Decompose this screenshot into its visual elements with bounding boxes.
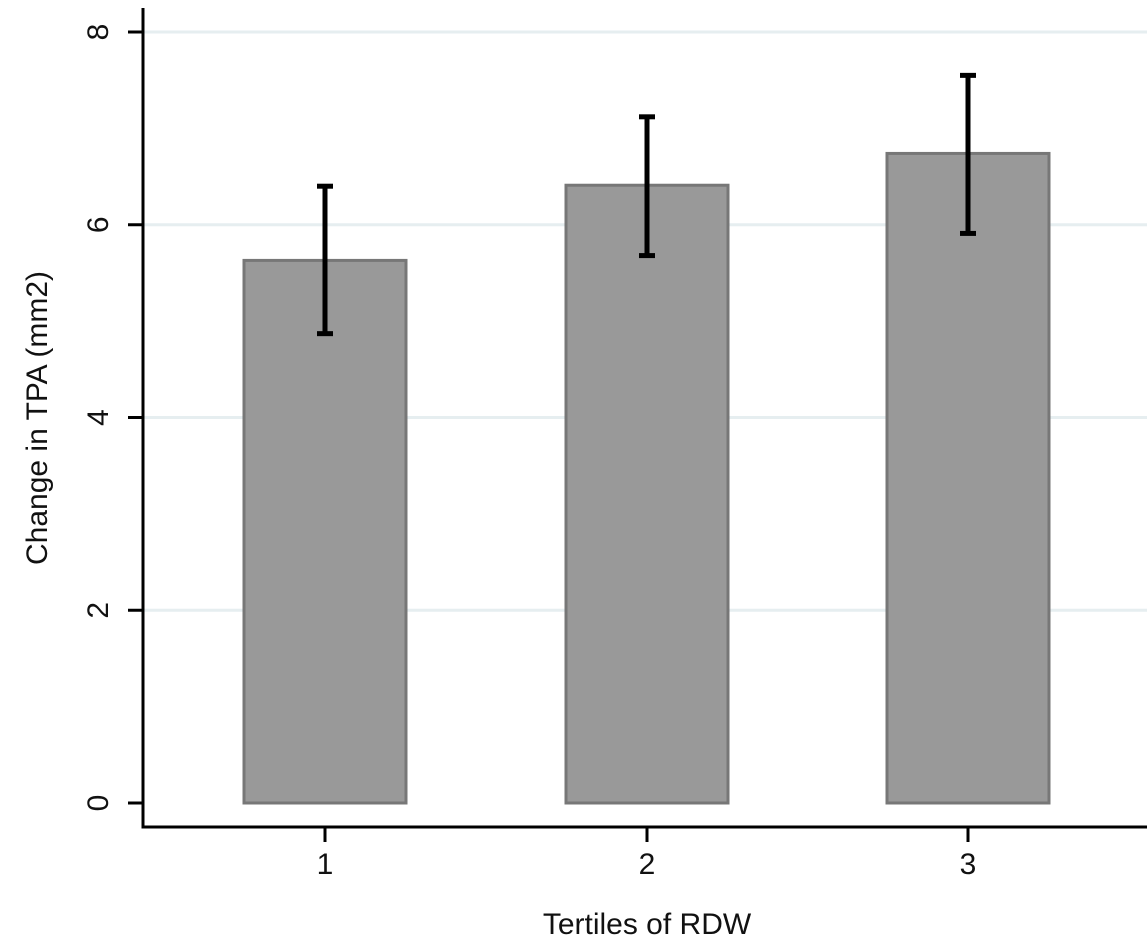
y-tick-label: 6 xyxy=(82,216,115,233)
error-bar-2 xyxy=(639,114,655,259)
error-bar-3 xyxy=(960,72,976,236)
y-tick-label: 4 xyxy=(82,409,115,426)
y-axis-title: Change in TPA (mm2) xyxy=(21,271,54,565)
bar-3 xyxy=(885,151,1051,805)
x-axis-title: Tertiles of RDW xyxy=(543,908,752,941)
y-tick-label: 0 xyxy=(82,795,115,812)
bar-1 xyxy=(242,258,408,805)
x-tick-label: 2 xyxy=(639,848,656,881)
y-tick-label: 2 xyxy=(82,602,115,619)
x-ticks: 1 2 3 xyxy=(317,827,977,881)
x-tick-label: 1 xyxy=(317,848,334,881)
bars xyxy=(242,151,1051,805)
y-tick-label: 8 xyxy=(82,24,115,41)
bar-2 xyxy=(564,183,730,805)
x-tick-label: 3 xyxy=(960,848,977,881)
y-ticks: 0 2 4 6 8 xyxy=(82,24,143,812)
error-bar-1 xyxy=(317,183,333,337)
error-bars xyxy=(317,72,976,337)
